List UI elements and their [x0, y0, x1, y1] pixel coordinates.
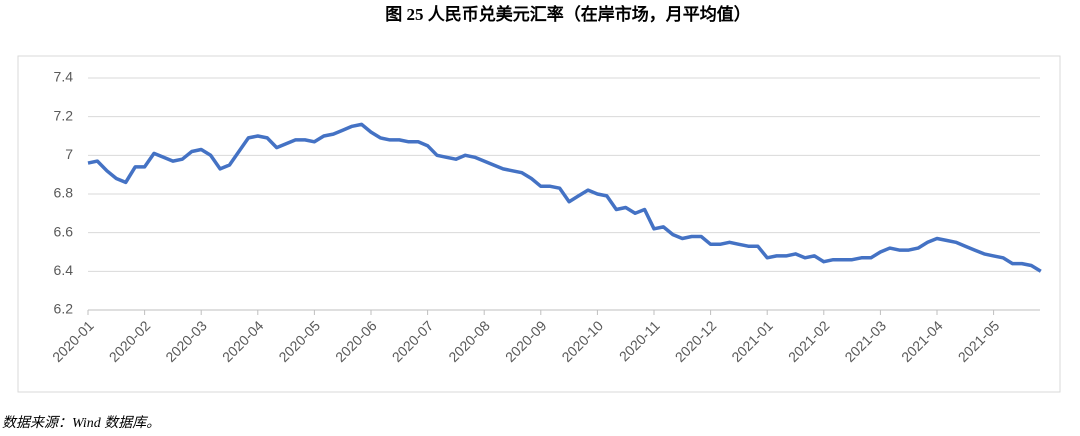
x-tick-label: 2021-04 — [898, 317, 946, 365]
x-tick-label: 2021-02 — [785, 317, 833, 365]
data-line — [87, 122, 1042, 273]
y-tick-label: 7.4 — [54, 69, 74, 85]
x-tick-label: 2020-04 — [219, 317, 267, 365]
x-tick-label: 2020-12 — [672, 317, 720, 365]
chart-title: 图 25 人民币兑美元汇率（在岸市场，月平均值） — [385, 4, 751, 24]
x-tick-label: 2020-09 — [502, 317, 550, 365]
x-tick-label: 2020-10 — [558, 317, 606, 365]
x-tick-label: 2020-01 — [49, 317, 97, 365]
chart-frame — [17, 55, 1061, 393]
x-tick-label: 2020-08 — [445, 317, 493, 365]
y-tick-label: 6.2 — [54, 301, 74, 317]
x-tick-label: 2020-02 — [106, 317, 154, 365]
y-tick-label: 7 — [65, 146, 73, 162]
x-tick-label: 2020-11 — [616, 317, 663, 364]
x-tick-label: 2020-05 — [275, 317, 323, 365]
source-note: 数据来源：Wind 数据库。 — [2, 415, 160, 431]
y-tick-label: 6.8 — [54, 185, 74, 201]
x-tick-label: 2021-05 — [955, 317, 1003, 365]
x-tick-label: 2020-03 — [162, 317, 210, 365]
x-tick-label: 2021-03 — [841, 317, 889, 365]
x-tick-label: 2021-01 — [728, 317, 776, 365]
x-tick-label: 2020-07 — [389, 317, 437, 365]
y-tick-label: 7.2 — [54, 107, 74, 123]
y-tick-label: 6.4 — [54, 262, 74, 278]
x-tick-label: 2020-06 — [332, 317, 380, 365]
y-tick-label: 6.6 — [54, 223, 74, 239]
